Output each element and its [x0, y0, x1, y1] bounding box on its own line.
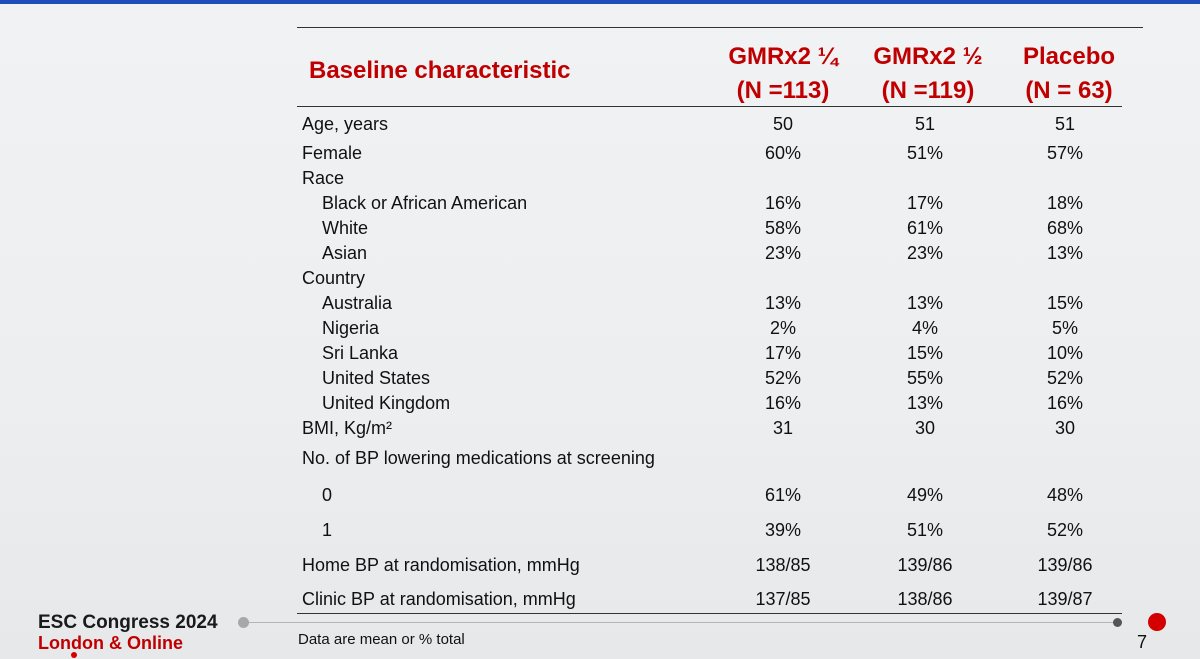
table-cell: 5% [1051, 318, 1078, 338]
table-cell: 13% [1046, 243, 1084, 263]
row-label: 1 [322, 520, 333, 540]
congress-name: ESC Congress 2024 [38, 612, 218, 633]
row-label: Asian [322, 243, 368, 263]
table-cell: 4% [911, 318, 938, 338]
footer-dot-icon [1113, 618, 1122, 627]
congress-branding: ESC Congress 2024 London & Online [38, 612, 218, 654]
footer-red-dot-icon [1148, 613, 1166, 631]
column-header-line2: (N = 63) [1025, 77, 1113, 104]
table-cell: 50 [772, 114, 794, 134]
table-cell: 13% [764, 293, 802, 313]
row-label: Country [302, 268, 366, 288]
row-label: Race [302, 168, 345, 188]
table-cell: 16% [1046, 393, 1084, 413]
column-header-line2: (N =119) [881, 77, 975, 104]
column-header-gmrx2-quarter: GMRx2 ¼ (N =113) [708, 40, 858, 108]
footnote: Data are mean or % total [298, 631, 465, 648]
top-accent-band [0, 0, 1200, 4]
row-label: Home BP at randomisation, mmHg [302, 555, 580, 575]
column-header-placebo: Placebo (N = 63) [994, 40, 1144, 108]
row-label: White [322, 218, 369, 238]
table-cell: 23% [764, 243, 802, 263]
row-label: Nigeria [322, 318, 380, 338]
table-cell: 68% [1046, 218, 1084, 238]
table-cell: 2% [769, 318, 796, 338]
row-label: Australia [322, 293, 393, 313]
table-cell: 139/86 [897, 555, 953, 575]
table-cell: 51% [906, 520, 944, 540]
table-top-rule [297, 27, 1143, 28]
row-label: Black or African American [322, 193, 528, 213]
column-header-gmrx2-half: GMRx2 ½ (N =119) [853, 40, 1003, 108]
table-cell: 139/86 [1037, 555, 1093, 575]
table-cell: 31 [772, 418, 794, 438]
congress-location: London & Online [38, 633, 183, 653]
table-cell: 52% [1046, 520, 1084, 540]
table-header-rule [297, 106, 1122, 107]
table-cell: 51 [1054, 114, 1076, 134]
table-cell: 139/87 [1037, 589, 1093, 609]
table-cell: 51 [914, 114, 936, 134]
table-cell: 52% [1046, 368, 1084, 388]
table-cell: 15% [906, 343, 944, 363]
column-header-line2: (N =113) [736, 77, 830, 104]
table-cell: 30 [914, 418, 936, 438]
table-bottom-rule [297, 613, 1122, 614]
table-cell: 23% [906, 243, 944, 263]
table-cell: 17% [906, 193, 944, 213]
table-cell: 60% [764, 143, 802, 163]
table-cell: 39% [764, 520, 802, 540]
table-cell: 15% [1046, 293, 1084, 313]
table-cell: 61% [906, 218, 944, 238]
table-cell: 138/85 [755, 555, 811, 575]
column-header-line1: GMRx2 ½ [873, 43, 983, 70]
row-label: Clinic BP at randomisation, mmHg [302, 589, 576, 609]
row-label: No. of BP lowering medications at screen… [302, 448, 655, 468]
table-cell: 57% [1046, 143, 1084, 163]
branding-dot-icon [71, 652, 77, 658]
row-label: United Kingdom [322, 393, 451, 413]
table-cell: 13% [906, 293, 944, 313]
table-cell: 16% [764, 193, 802, 213]
footer-divider [244, 622, 1116, 623]
row-label: Female [302, 143, 363, 163]
table-cell: 51% [906, 143, 944, 163]
row-label: 0 [322, 485, 333, 505]
table-cell: 48% [1046, 485, 1084, 505]
table-cell: 138/86 [897, 589, 953, 609]
table-cell: 137/85 [755, 589, 811, 609]
column-header-line1: GMRx2 ¼ [728, 43, 838, 70]
row-label: Age, years [302, 114, 389, 134]
row-label: Sri Lanka [322, 343, 399, 363]
table-cell: 13% [906, 393, 944, 413]
table-cell: 18% [1046, 193, 1084, 213]
slide: Baseline characteristic GMRx2 ¼ (N =113)… [0, 4, 1200, 659]
page-number: 7 [1137, 632, 1148, 652]
table-cell: 61% [764, 485, 802, 505]
table-cell: 17% [764, 343, 802, 363]
table-title: Baseline characteristic [309, 57, 571, 84]
table-cell: 52% [764, 368, 802, 388]
row-label: United States [322, 368, 431, 388]
row-label: BMI, Kg/m² [302, 418, 393, 438]
table-cell: 30 [1054, 418, 1076, 438]
footer-dot-icon [238, 617, 249, 628]
table-cell: 10% [1046, 343, 1084, 363]
table-cell: 58% [764, 218, 802, 238]
column-header-line1: Placebo [1022, 43, 1116, 70]
table-cell: 55% [906, 368, 944, 388]
table-cell: 16% [764, 393, 802, 413]
table-cell: 49% [906, 485, 944, 505]
